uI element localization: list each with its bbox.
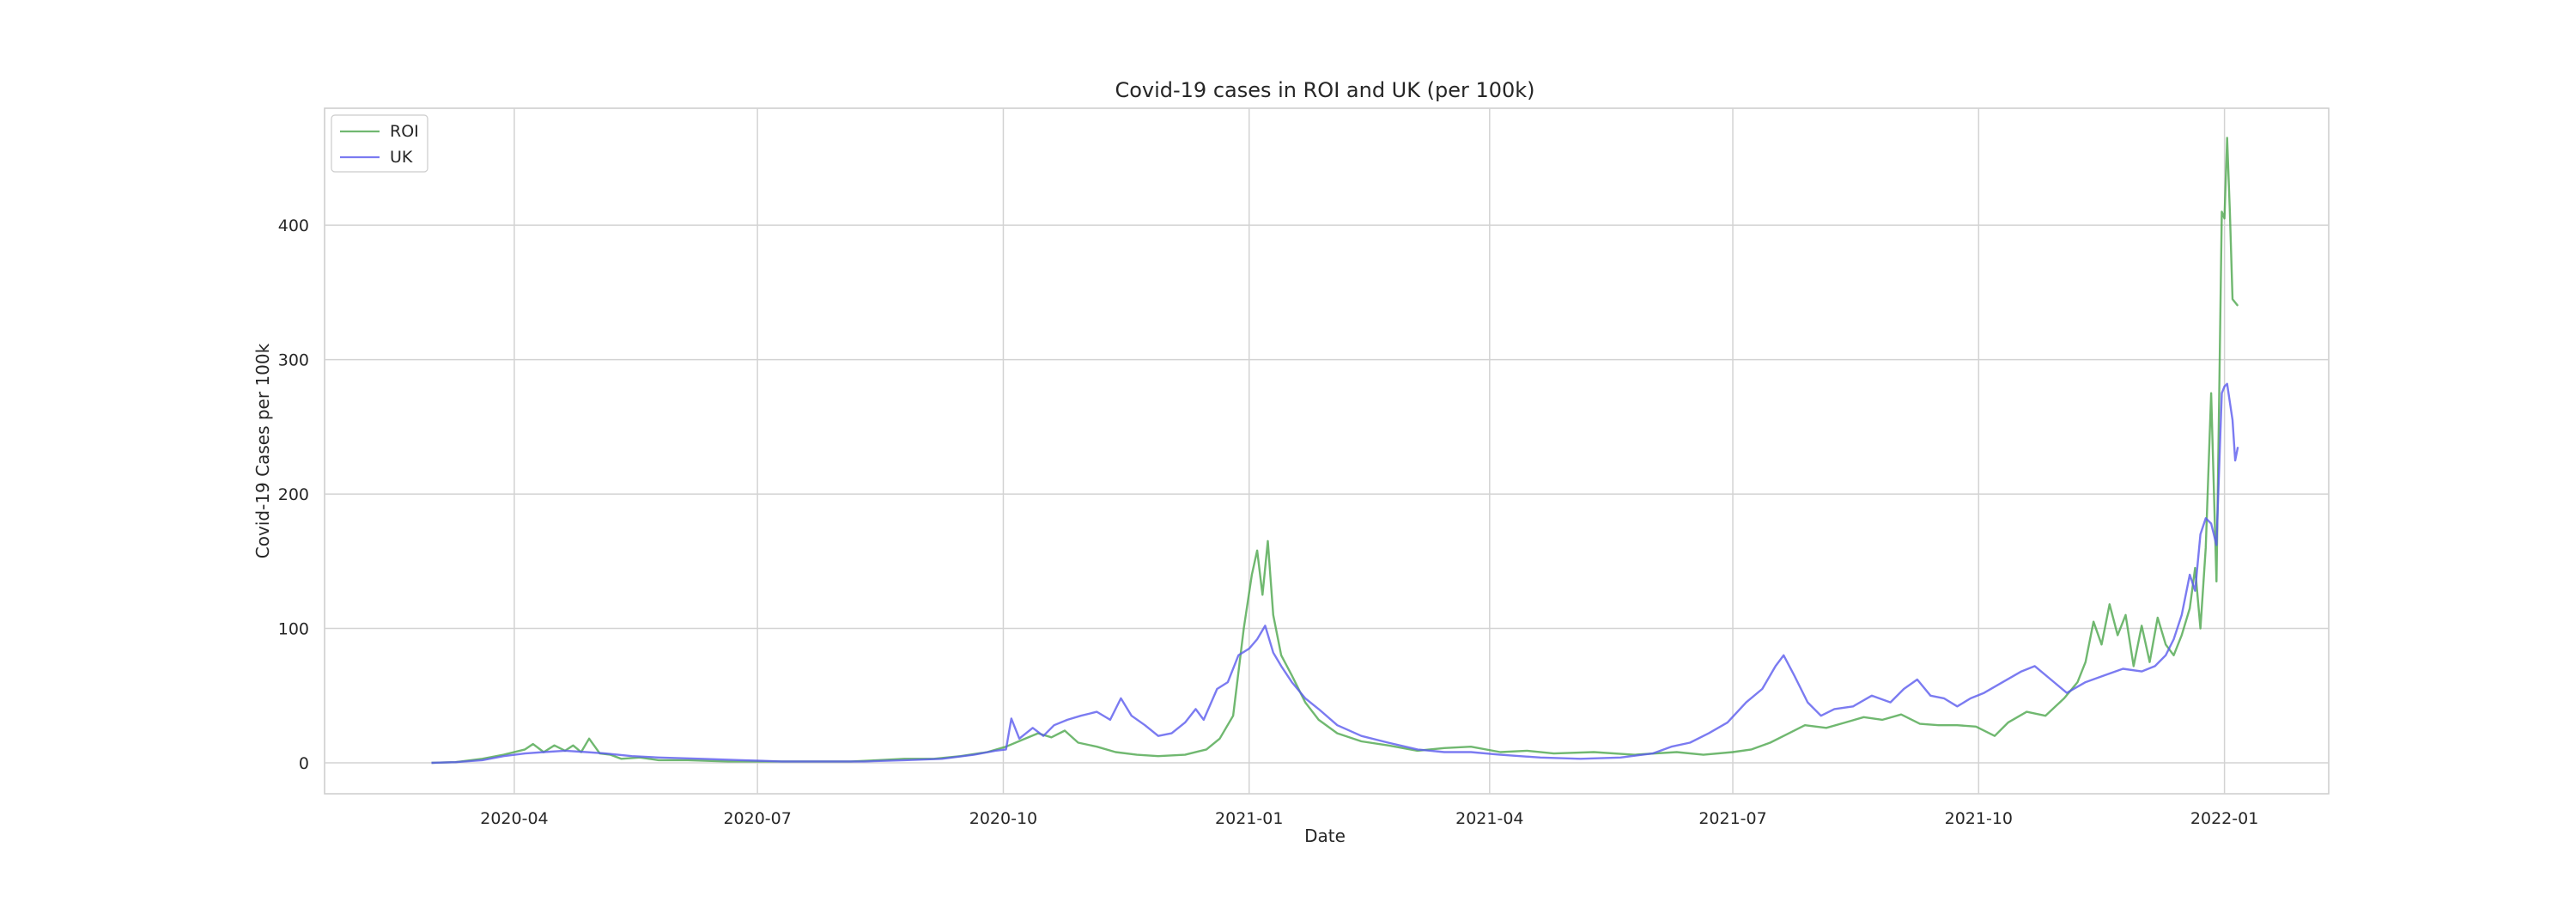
x-tick-labels: 2020-04 2020-07 2020-10 2021-01 2021-04 2021-… xyxy=(480,809,2258,828)
series-layer xyxy=(431,137,2239,765)
series-line-uk xyxy=(431,382,2239,765)
y-tick-labels: 0 100 200 300 400 xyxy=(278,216,309,773)
x-tick-label: 2020-07 xyxy=(723,809,791,828)
y-tick-label: 100 xyxy=(278,620,309,639)
plot-area xyxy=(324,107,2330,795)
x-tick-label: 2020-10 xyxy=(969,809,1037,828)
grid xyxy=(325,108,2329,794)
x-tick-label: 2021-10 xyxy=(1945,809,2013,828)
x-tick-label: 2021-07 xyxy=(1698,809,1766,828)
y-tick-label: 300 xyxy=(278,351,309,370)
chart-title: Covid-19 cases in ROI and UK (per 100k) xyxy=(1115,78,1534,102)
x-axis-label: Date xyxy=(1304,826,1346,846)
x-tick-label: 2021-01 xyxy=(1215,809,1283,828)
series-line-roi xyxy=(431,137,2239,765)
y-axis-label: Covid-19 Cases per 100k xyxy=(252,343,273,558)
legend: ROI UK xyxy=(331,114,428,173)
legend-label-uk: UK xyxy=(390,148,413,167)
x-tick-label: 2022-01 xyxy=(2190,809,2258,828)
y-tick-label: 0 xyxy=(299,754,309,773)
y-tick-label: 200 xyxy=(278,485,309,504)
x-tick-label: 2021-04 xyxy=(1455,809,1523,828)
x-tick-label: 2020-04 xyxy=(480,809,548,828)
y-tick-label: 400 xyxy=(278,216,309,235)
legend-label-roi: ROI xyxy=(390,122,419,141)
